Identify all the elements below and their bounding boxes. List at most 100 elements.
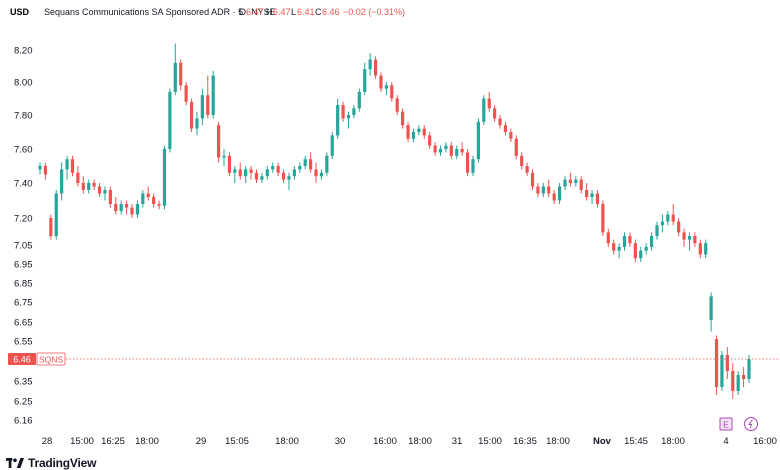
candle-body [476,121,480,160]
tradingview-logo[interactable]: TradingView [6,456,96,470]
candle-body [482,98,486,122]
candle-body [43,166,48,175]
x-tick-label: 18:00 [408,436,432,447]
candle-body [227,155,232,173]
price-tag-box [8,353,36,365]
candle-body [276,166,280,173]
last-price-line: 6.46 SQNS [8,352,780,366]
candle-body [379,75,383,89]
high-value: 6.47 [273,7,291,17]
candle-body [368,59,372,70]
x-tick-label: 18:00 [661,436,685,447]
candle-body [152,197,156,204]
candle-body [552,193,556,201]
candle-body [682,232,686,240]
candle-body [325,155,329,173]
x-tick-label: 18:00 [135,436,159,447]
candle-body [422,128,426,136]
candle-body [595,193,600,204]
x-tick-label: 16:00 [373,436,397,447]
candle-body [309,159,313,170]
candle-body [81,183,85,190]
candle-body [395,98,399,112]
y-tick-label: 6.75 [14,298,33,309]
candle-body [130,207,134,215]
candle-body [671,214,675,222]
candle-body [281,172,286,180]
candle-body [585,190,589,197]
candle-body [736,375,740,391]
x-tick-label: 15:05 [225,436,249,447]
candle-body [590,193,594,197]
candle-body [536,186,540,194]
candle-body [411,132,416,139]
close-label: C [315,7,322,17]
candle-body [189,101,194,129]
candle-body [649,236,654,247]
candle-body [103,190,107,194]
candle-body [601,204,605,233]
candlestick-series [38,43,751,399]
candle-body [157,204,161,206]
candle-body [254,172,259,180]
y-tick-label: 6.95 [14,260,33,271]
candle-body [260,176,264,180]
candle-body [390,85,394,99]
candle-body [65,159,69,170]
candle-body [644,246,648,251]
open-label: O [239,7,246,17]
scroll-to-realtime-icon[interactable] [744,417,758,431]
candle-body [341,105,345,119]
candle-body [666,214,670,222]
candle-body [384,85,388,89]
y-tick-label: 6.25 [14,397,33,408]
candle-body [417,128,421,132]
candle-body [244,169,248,177]
candle-body [471,159,475,173]
candle-body [633,243,637,259]
candle-body [211,75,215,115]
x-tick-label: 18:00 [546,436,570,447]
candle-body [622,236,627,247]
y-tick-label: 8.20 [14,46,33,57]
high-label: H [266,7,273,17]
x-tick-label: 15:00 [478,436,502,447]
candle-body [541,186,545,194]
x-tick-label: 15:00 [70,436,94,447]
candle-body [173,62,177,92]
candle-body [465,152,470,173]
tradingview-logo-text: TradingView [28,456,97,470]
candle-body [655,225,659,236]
candle-body [509,132,513,139]
price-tag-value: 6.46 [13,355,31,365]
change-value: −0.02 (−0.31%) [343,7,405,17]
candle-body [222,155,226,158]
x-tick-label: 4 [723,436,728,447]
y-tick-label: 7.60 [14,145,33,156]
candle-body [179,62,183,86]
candle-body [498,118,502,126]
candle-body [444,145,448,149]
earnings-flag[interactable]: E [719,417,733,431]
candle-body [460,149,464,153]
earnings-label: E [723,420,729,430]
candle-body [97,186,102,194]
candle-body [579,179,583,190]
y-tick-label: 8.00 [14,78,33,89]
candle-body [363,69,367,92]
candle-body [76,172,80,183]
x-axis: 28 15:00 16:25 18:00 29 15:05 18:00 30 16:00 18:0… [42,436,777,447]
candle-body [747,359,751,379]
candle-body [114,204,118,211]
candle-body [206,95,210,115]
candle-body [373,59,378,76]
low-label: L [291,7,296,17]
y-tick-label: 7.80 [14,111,33,122]
candle-body [628,236,632,244]
candle-body [520,155,524,166]
candle-body [303,159,307,166]
y-tick-label: 7.40 [14,179,33,190]
candle-body [200,95,204,119]
candle-body [514,138,518,156]
